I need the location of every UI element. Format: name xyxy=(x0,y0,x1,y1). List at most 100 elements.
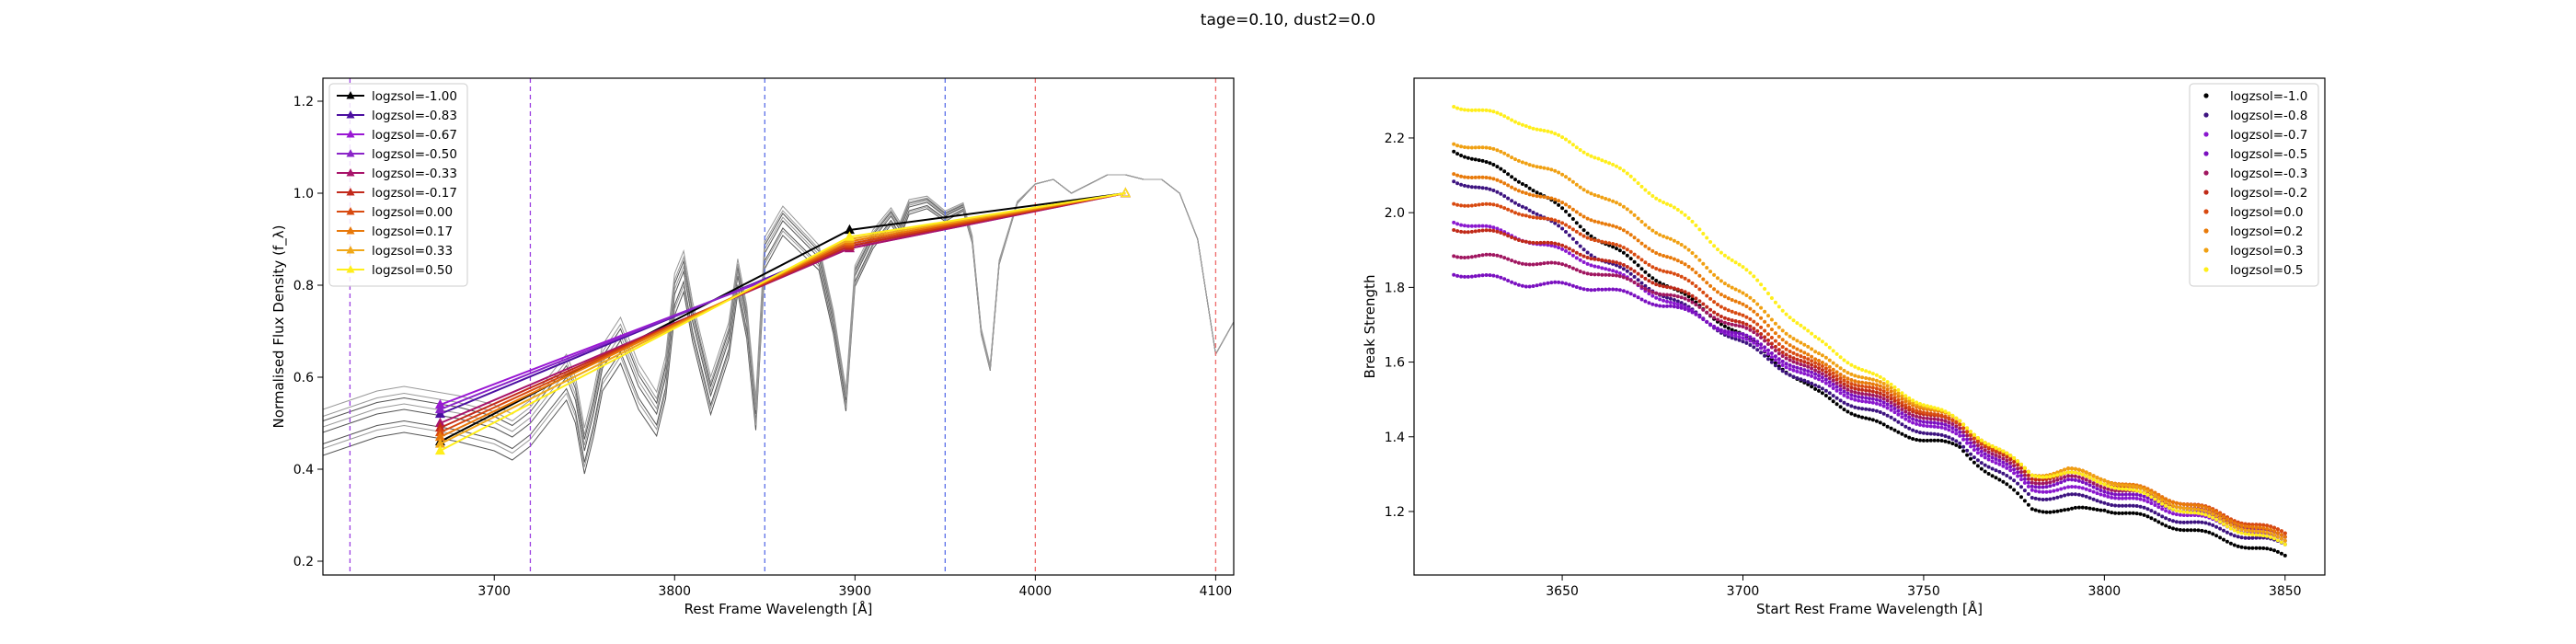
scatter-point xyxy=(1752,337,1756,341)
scatter-point xyxy=(2121,487,2124,491)
scatter-point xyxy=(2211,508,2215,512)
scatter-point xyxy=(1788,350,1792,353)
scatter-point xyxy=(1553,132,1558,136)
scatter-point xyxy=(1574,182,1579,187)
scatter-point xyxy=(1896,401,1901,406)
scatter-point xyxy=(1860,375,1865,380)
scatter-point xyxy=(1838,366,1843,371)
scatter-point xyxy=(1810,331,1814,336)
scatter-point xyxy=(1969,456,1972,461)
scatter-point xyxy=(1488,176,1492,180)
scatter-point xyxy=(2095,487,2099,491)
scatter-point xyxy=(2200,528,2204,533)
scatter-point xyxy=(1813,335,1818,339)
scatter-point xyxy=(1763,309,1767,314)
scatter-point xyxy=(1741,336,1745,340)
scatter-point xyxy=(1950,426,1955,431)
scatter-point xyxy=(1719,319,1723,324)
scatter-point xyxy=(1846,380,1850,385)
scatter-point xyxy=(2121,492,2124,497)
scatter-point xyxy=(1694,296,1698,301)
scatter-point xyxy=(1795,369,1800,374)
scatter-point xyxy=(1889,415,1893,420)
scatter-point xyxy=(2117,503,2122,508)
scatter-point xyxy=(1722,320,1727,325)
scatter-point xyxy=(2059,494,2064,499)
scatter-point xyxy=(1853,413,1857,418)
scatter-point xyxy=(1578,185,1582,190)
series-marker xyxy=(1120,187,1131,198)
scatter-point xyxy=(1741,265,1745,270)
scatter-point xyxy=(1969,430,1972,434)
scatter-point xyxy=(2012,478,2017,483)
scatter-point xyxy=(1596,265,1601,270)
y-tick-label: 0.6 xyxy=(293,371,314,385)
scatter-point xyxy=(1636,216,1640,221)
scatter-point xyxy=(1857,366,1861,371)
scatter-point xyxy=(1607,287,1612,292)
scatter-point xyxy=(1802,378,1807,383)
scatter-point xyxy=(1546,129,1550,133)
scatter-point xyxy=(1744,340,1749,345)
scatter-point xyxy=(2203,529,2208,534)
scatter-point xyxy=(1777,325,1781,329)
scatter-point xyxy=(1784,356,1788,361)
scatter-point xyxy=(1477,158,1481,163)
scatter-point xyxy=(2196,511,2201,515)
scatter-point xyxy=(2005,451,2009,455)
scatter-point xyxy=(1950,442,1955,446)
scatter-point xyxy=(1617,226,1622,231)
scatter-point xyxy=(1773,344,1777,349)
scatter-point xyxy=(1823,370,1828,374)
scatter-point xyxy=(1621,228,1626,233)
scatter-point xyxy=(1823,355,1828,360)
scatter-point xyxy=(1574,250,1579,255)
scatter-point xyxy=(1780,369,1785,374)
legend-marker xyxy=(2203,93,2209,98)
scatter-point xyxy=(2138,512,2143,516)
scatter-point xyxy=(2192,511,2197,515)
scatter-point xyxy=(1650,276,1655,281)
scatter-point xyxy=(1632,236,1637,240)
scatter-point xyxy=(1769,296,1774,300)
scatter-point xyxy=(2239,527,2244,532)
scatter-point xyxy=(1557,199,1561,203)
scatter-point xyxy=(1557,280,1561,284)
scatter-point xyxy=(1542,195,1547,200)
scatter-point xyxy=(2228,519,2233,523)
scatter-point xyxy=(1499,254,1503,259)
scatter-point xyxy=(1853,405,1857,409)
scatter-point xyxy=(1737,301,1742,305)
scatter-point xyxy=(1892,418,1897,422)
scatter-point xyxy=(1570,143,1575,147)
scatter-point xyxy=(1484,224,1489,228)
scatter-point xyxy=(1831,394,1835,398)
scatter-point xyxy=(2265,523,2270,528)
scatter-point xyxy=(1506,207,1511,212)
scatter-point xyxy=(1639,281,1644,285)
scatter-point xyxy=(1936,421,1940,426)
scatter-point xyxy=(1744,333,1749,338)
scatter-point xyxy=(1831,374,1835,379)
scatter-point xyxy=(1972,460,1976,465)
scatter-point xyxy=(1791,360,1796,364)
scatter-point xyxy=(2185,506,2190,511)
scatter-point xyxy=(1983,455,1987,460)
scatter-point xyxy=(1972,436,1976,440)
scatter-point xyxy=(1615,287,1618,292)
x-tick-label: 4000 xyxy=(1019,584,1052,599)
scatter-point xyxy=(1675,273,1680,277)
scatter-point xyxy=(2052,510,2056,514)
scatter-point xyxy=(2095,499,2099,503)
scatter-point xyxy=(1524,284,1528,289)
scatter-point xyxy=(1589,234,1593,238)
scatter-point xyxy=(1589,253,1593,258)
scatter-point xyxy=(1491,273,1496,278)
scatter-point xyxy=(1928,424,1933,429)
scatter-point xyxy=(1668,296,1673,301)
scatter-point xyxy=(1900,431,1904,436)
scatter-point xyxy=(1466,224,1470,228)
scatter-point xyxy=(1831,378,1835,383)
scatter-point xyxy=(1516,260,1521,265)
scatter-point xyxy=(1604,287,1608,292)
